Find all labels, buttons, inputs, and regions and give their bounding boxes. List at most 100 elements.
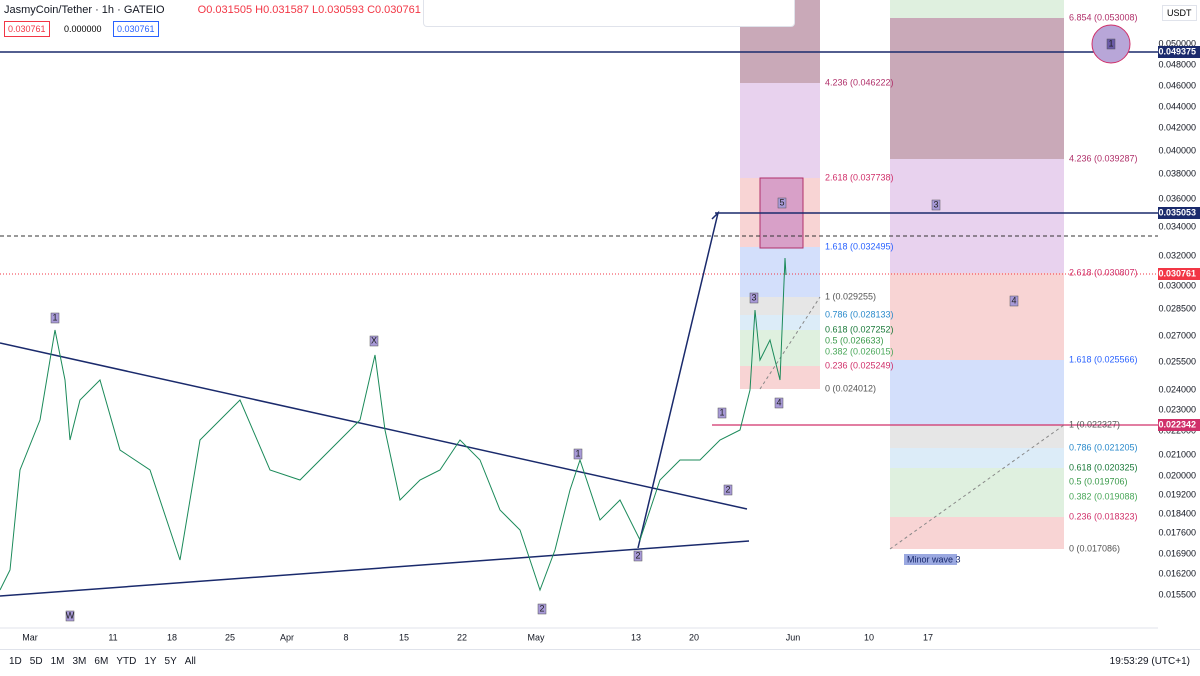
fib-label: 0 (0.017086) bbox=[1069, 543, 1120, 553]
wave-label-bg bbox=[537, 603, 547, 615]
price-tick: 0.018400 bbox=[1158, 508, 1196, 518]
trend-line bbox=[0, 540, 750, 597]
range-button[interactable]: All bbox=[184, 656, 196, 667]
time-tick: Jun bbox=[786, 632, 801, 642]
price-tick: 0.024000 bbox=[1158, 384, 1196, 394]
fib-label: 2.618 (0.037738) bbox=[825, 172, 894, 182]
price-tick: 0.046000 bbox=[1158, 80, 1196, 90]
wave-label-bg bbox=[774, 397, 784, 409]
wave-label-bg bbox=[573, 448, 583, 460]
time-tick: Mar bbox=[22, 632, 38, 642]
price-highlight-bg bbox=[1158, 268, 1200, 280]
fib-label: 0.382 (0.019088) bbox=[1069, 491, 1138, 501]
fib-label: 0.618 (0.027252) bbox=[825, 324, 894, 334]
bottom-bar: 1D 5D 1M 3M 6M YTD 1Y 5Y All 19:53:29 (UTC+1) bbox=[0, 649, 1200, 676]
fib-label: 0.236 (0.025249) bbox=[825, 360, 894, 370]
wave-label-bg bbox=[777, 197, 787, 209]
range-button[interactable]: 1M bbox=[50, 656, 65, 667]
fib-label: 1 (0.022327) bbox=[1069, 419, 1120, 429]
price-tick: 0.021000 bbox=[1158, 449, 1196, 459]
wave-label-bg bbox=[723, 484, 733, 496]
wave-label-bg bbox=[749, 292, 759, 304]
price-highlight: 0.049375 bbox=[1158, 46, 1196, 56]
currency[interactable]: USDT bbox=[1162, 5, 1197, 21]
price-tick: 0.044000 bbox=[1158, 101, 1196, 111]
time-tick: 22 bbox=[457, 632, 467, 642]
price-tick: 0.048000 bbox=[1158, 59, 1196, 69]
time-tick: 10 bbox=[864, 632, 874, 642]
price-tick: 0.015500 bbox=[1158, 589, 1196, 599]
time-tick: 17 bbox=[923, 632, 933, 642]
range-button[interactable]: 6M bbox=[94, 656, 109, 667]
buy-price[interactable]: 0.030761 bbox=[113, 21, 159, 37]
range-button[interactable]: YTD bbox=[116, 656, 137, 667]
price-tick: 0.038000 bbox=[1158, 168, 1196, 178]
fib-label: 4.236 (0.046222) bbox=[825, 77, 894, 87]
wave-label: 2 bbox=[539, 603, 544, 613]
fib-label: 1 (0.029255) bbox=[825, 291, 876, 301]
price-tick: 0.032000 bbox=[1158, 250, 1196, 260]
wave-label-bg bbox=[369, 335, 379, 347]
price-tick: 0.016900 bbox=[1158, 548, 1196, 558]
price-tick: 0.025500 bbox=[1158, 356, 1196, 366]
wave-label: 3 bbox=[751, 292, 756, 302]
price-tick: 0.017600 bbox=[1158, 527, 1196, 537]
wave-label-bg bbox=[717, 407, 727, 419]
fib-label: 0.786 (0.028133) bbox=[825, 309, 894, 319]
sell-price[interactable]: 0.030761 bbox=[4, 21, 50, 37]
price-tick: 0.028500 bbox=[1158, 303, 1196, 313]
fib-label: 4.236 (0.039287) bbox=[1069, 153, 1138, 163]
price-tick: 0.030000 bbox=[1158, 280, 1196, 290]
fib-label: 1.618 (0.025566) bbox=[1069, 354, 1138, 364]
price-highlight-bg bbox=[1158, 419, 1200, 431]
fib-right-bands bbox=[890, 0, 1064, 549]
wave-label: 2 bbox=[725, 484, 730, 494]
price-highlight: 0.030761 bbox=[1158, 268, 1196, 278]
fib-left-bands bbox=[740, 0, 820, 389]
note: Minor wave 3 bbox=[907, 554, 961, 564]
clock: 19:53:29 (UTC+1) bbox=[1109, 656, 1190, 667]
range-button[interactable]: 1D bbox=[9, 656, 22, 667]
wave-label: 5 bbox=[779, 197, 784, 207]
time-tick: 8 bbox=[343, 632, 348, 642]
price-tick: 0.050000 bbox=[1158, 38, 1196, 48]
time-tick: 18 bbox=[167, 632, 177, 642]
price-tick: 0.020000 bbox=[1158, 470, 1196, 480]
time-tick: May bbox=[527, 632, 545, 642]
price-highlight: 0.035053 bbox=[1158, 207, 1196, 217]
price-tick: 0.023000 bbox=[1158, 404, 1196, 414]
range-button[interactable]: 5D bbox=[29, 656, 43, 667]
time-tick: 20 bbox=[689, 632, 699, 642]
wave-label-bg bbox=[633, 550, 643, 562]
range-button[interactable]: 1Y bbox=[144, 656, 157, 667]
fib-label: 0.382 (0.026015) bbox=[825, 346, 894, 356]
wave-label-bg bbox=[50, 312, 60, 324]
range-button[interactable]: 5Y bbox=[164, 656, 177, 667]
drawing-toolbar[interactable] bbox=[423, 0, 795, 27]
fib-label: 0.5 (0.026633) bbox=[825, 335, 884, 345]
price-tick: 0.034000 bbox=[1158, 221, 1196, 231]
wave-label-bg bbox=[931, 199, 941, 211]
wave-label: X bbox=[371, 335, 377, 345]
time-tick: 11 bbox=[108, 632, 117, 642]
wave-label: 2 bbox=[635, 550, 640, 560]
price-highlight-bg bbox=[1158, 207, 1200, 219]
time-tick: 13 bbox=[631, 632, 641, 642]
range-button[interactable]: 3M bbox=[72, 656, 87, 667]
time-tick: 25 bbox=[225, 632, 235, 642]
projection-arrow bbox=[637, 210, 720, 549]
time-tick: 15 bbox=[399, 632, 409, 642]
note-bg bbox=[904, 554, 957, 565]
price-highlight-bg bbox=[1158, 46, 1200, 58]
fib-label: 0 (0.024012) bbox=[825, 383, 876, 393]
fib-label: 0.786 (0.021205) bbox=[1069, 442, 1138, 452]
time-tick: Apr bbox=[280, 632, 294, 642]
fib-label: 0.5 (0.019706) bbox=[1069, 476, 1128, 486]
trend-line bbox=[0, 342, 748, 510]
wave-label-bg bbox=[1009, 295, 1019, 307]
generated: 0.050000 0.048000 0.046000 0.044000 0.042000… bbox=[22, 12, 1200, 642]
fib-label: 6.854 (0.053008) bbox=[1069, 12, 1138, 22]
price-tick: 0.040000 bbox=[1158, 145, 1196, 155]
